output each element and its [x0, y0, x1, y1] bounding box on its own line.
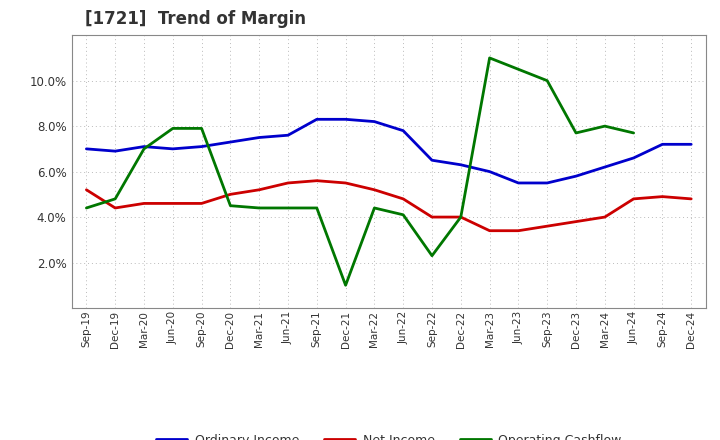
Ordinary Income: [341, 117, 350, 122]
Net Income: [370, 187, 379, 192]
Operating Cashflow: [140, 146, 148, 151]
Operating Cashflow: [312, 205, 321, 211]
Net Income: [255, 187, 264, 192]
Net Income: [514, 228, 523, 233]
Net Income: [629, 196, 638, 202]
Line: Net Income: Net Income: [86, 181, 691, 231]
Net Income: [284, 180, 292, 186]
Net Income: [572, 219, 580, 224]
Net Income: [312, 178, 321, 183]
Net Income: [82, 187, 91, 192]
Ordinary Income: [111, 149, 120, 154]
Operating Cashflow: [111, 196, 120, 202]
Net Income: [399, 196, 408, 202]
Operating Cashflow: [255, 205, 264, 211]
Operating Cashflow: [600, 124, 609, 129]
Text: [1721]  Trend of Margin: [1721] Trend of Margin: [85, 10, 306, 28]
Net Income: [197, 201, 206, 206]
Ordinary Income: [140, 144, 148, 149]
Operating Cashflow: [226, 203, 235, 209]
Net Income: [428, 214, 436, 220]
Net Income: [543, 224, 552, 229]
Operating Cashflow: [168, 126, 177, 131]
Net Income: [111, 205, 120, 211]
Ordinary Income: [572, 173, 580, 179]
Net Income: [341, 180, 350, 186]
Ordinary Income: [370, 119, 379, 124]
Operating Cashflow: [485, 55, 494, 61]
Net Income: [168, 201, 177, 206]
Operating Cashflow: [197, 126, 206, 131]
Net Income: [600, 214, 609, 220]
Net Income: [485, 228, 494, 233]
Operating Cashflow: [370, 205, 379, 211]
Ordinary Income: [514, 180, 523, 186]
Operating Cashflow: [341, 282, 350, 288]
Net Income: [687, 196, 696, 202]
Legend: Ordinary Income, Net Income, Operating Cashflow: Ordinary Income, Net Income, Operating C…: [150, 429, 627, 440]
Operating Cashflow: [82, 205, 91, 211]
Operating Cashflow: [543, 78, 552, 83]
Operating Cashflow: [572, 130, 580, 136]
Net Income: [658, 194, 667, 199]
Line: Operating Cashflow: Operating Cashflow: [86, 58, 634, 285]
Ordinary Income: [600, 165, 609, 170]
Operating Cashflow: [399, 212, 408, 217]
Ordinary Income: [485, 169, 494, 174]
Ordinary Income: [658, 142, 667, 147]
Ordinary Income: [226, 139, 235, 145]
Line: Ordinary Income: Ordinary Income: [86, 119, 691, 183]
Ordinary Income: [82, 146, 91, 151]
Operating Cashflow: [284, 205, 292, 211]
Operating Cashflow: [629, 130, 638, 136]
Net Income: [226, 192, 235, 197]
Operating Cashflow: [456, 214, 465, 220]
Ordinary Income: [456, 162, 465, 167]
Ordinary Income: [284, 132, 292, 138]
Ordinary Income: [197, 144, 206, 149]
Operating Cashflow: [514, 66, 523, 72]
Operating Cashflow: [428, 253, 436, 258]
Net Income: [456, 214, 465, 220]
Ordinary Income: [312, 117, 321, 122]
Ordinary Income: [629, 155, 638, 161]
Ordinary Income: [543, 180, 552, 186]
Ordinary Income: [168, 146, 177, 151]
Ordinary Income: [428, 158, 436, 163]
Ordinary Income: [687, 142, 696, 147]
Ordinary Income: [255, 135, 264, 140]
Net Income: [140, 201, 148, 206]
Ordinary Income: [399, 128, 408, 133]
